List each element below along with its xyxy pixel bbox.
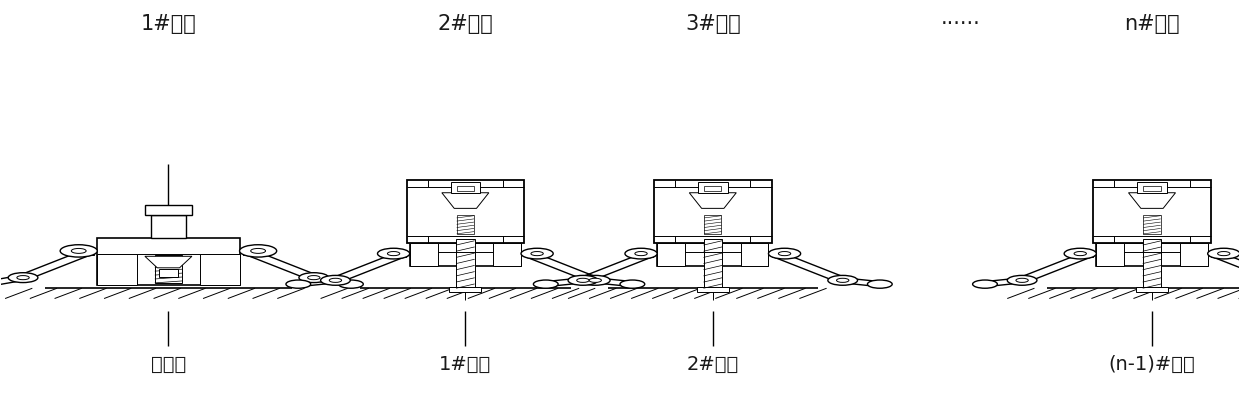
Bar: [525, 251, 541, 257]
Circle shape: [580, 276, 610, 285]
Circle shape: [239, 245, 277, 257]
Circle shape: [61, 245, 97, 257]
Circle shape: [1007, 276, 1037, 285]
Circle shape: [837, 279, 849, 283]
Circle shape: [1064, 249, 1096, 259]
Text: 震源点: 震源点: [151, 354, 186, 373]
Polygon shape: [1128, 193, 1176, 209]
Bar: [151, 216, 186, 238]
Bar: [456, 186, 474, 191]
Bar: [1094, 180, 1210, 244]
Bar: [697, 288, 729, 293]
Bar: [1143, 186, 1161, 191]
Bar: [450, 183, 480, 193]
Circle shape: [620, 280, 645, 289]
Bar: [97, 238, 239, 285]
Bar: [703, 239, 722, 289]
Circle shape: [17, 276, 30, 280]
Text: (n-1)#测点: (n-1)#测点: [1109, 354, 1195, 373]
Circle shape: [9, 273, 38, 283]
Bar: [1179, 244, 1208, 266]
Bar: [704, 215, 722, 234]
Polygon shape: [689, 193, 737, 209]
Bar: [1143, 239, 1162, 289]
Text: 1#装置: 1#装置: [140, 14, 196, 33]
Bar: [637, 251, 653, 257]
Bar: [1096, 244, 1125, 266]
Circle shape: [533, 280, 558, 289]
Bar: [1136, 288, 1168, 293]
Circle shape: [868, 280, 893, 289]
Bar: [653, 180, 771, 244]
Text: 1#测点: 1#测点: [439, 354, 491, 373]
Circle shape: [339, 280, 363, 289]
Text: n#装置: n#装置: [1125, 14, 1179, 33]
Bar: [1096, 244, 1208, 266]
Bar: [773, 251, 789, 257]
Circle shape: [387, 252, 399, 256]
Polygon shape: [441, 193, 489, 209]
Circle shape: [972, 280, 997, 289]
Circle shape: [521, 249, 553, 259]
Text: 2#装置: 2#装置: [438, 14, 494, 33]
Circle shape: [321, 276, 350, 285]
Bar: [456, 239, 475, 289]
Bar: [155, 256, 182, 283]
Circle shape: [286, 280, 311, 289]
Circle shape: [568, 276, 598, 285]
Bar: [409, 244, 521, 266]
Bar: [1211, 251, 1228, 257]
Circle shape: [250, 249, 265, 254]
Bar: [698, 183, 728, 193]
Polygon shape: [145, 256, 192, 268]
Bar: [409, 244, 438, 266]
Bar: [407, 180, 525, 244]
Circle shape: [625, 249, 657, 259]
Circle shape: [1208, 249, 1240, 259]
Bar: [97, 254, 138, 285]
Circle shape: [577, 279, 589, 283]
Circle shape: [377, 249, 409, 259]
Bar: [657, 244, 769, 266]
Bar: [74, 247, 93, 255]
Circle shape: [308, 276, 320, 280]
Bar: [740, 244, 769, 266]
Bar: [200, 254, 239, 285]
Circle shape: [635, 252, 647, 256]
Bar: [449, 288, 481, 293]
Circle shape: [1016, 279, 1028, 283]
Circle shape: [71, 249, 86, 254]
Bar: [1137, 183, 1167, 193]
Bar: [657, 244, 684, 266]
Circle shape: [779, 252, 791, 256]
Circle shape: [1218, 252, 1230, 256]
Text: 3#装置: 3#装置: [684, 14, 740, 33]
Bar: [494, 244, 521, 266]
Circle shape: [828, 276, 858, 285]
Circle shape: [531, 252, 543, 256]
Circle shape: [330, 279, 342, 283]
Bar: [389, 251, 405, 257]
Circle shape: [299, 273, 329, 283]
Bar: [1076, 251, 1092, 257]
Bar: [1143, 215, 1161, 234]
Circle shape: [589, 279, 601, 283]
Text: 2#测点: 2#测点: [687, 354, 739, 373]
Circle shape: [1074, 252, 1086, 256]
Bar: [456, 215, 474, 234]
Bar: [145, 205, 192, 216]
Bar: [159, 269, 179, 277]
Bar: [704, 186, 722, 191]
Bar: [243, 247, 262, 255]
Text: ······: ······: [940, 14, 980, 33]
Circle shape: [769, 249, 801, 259]
